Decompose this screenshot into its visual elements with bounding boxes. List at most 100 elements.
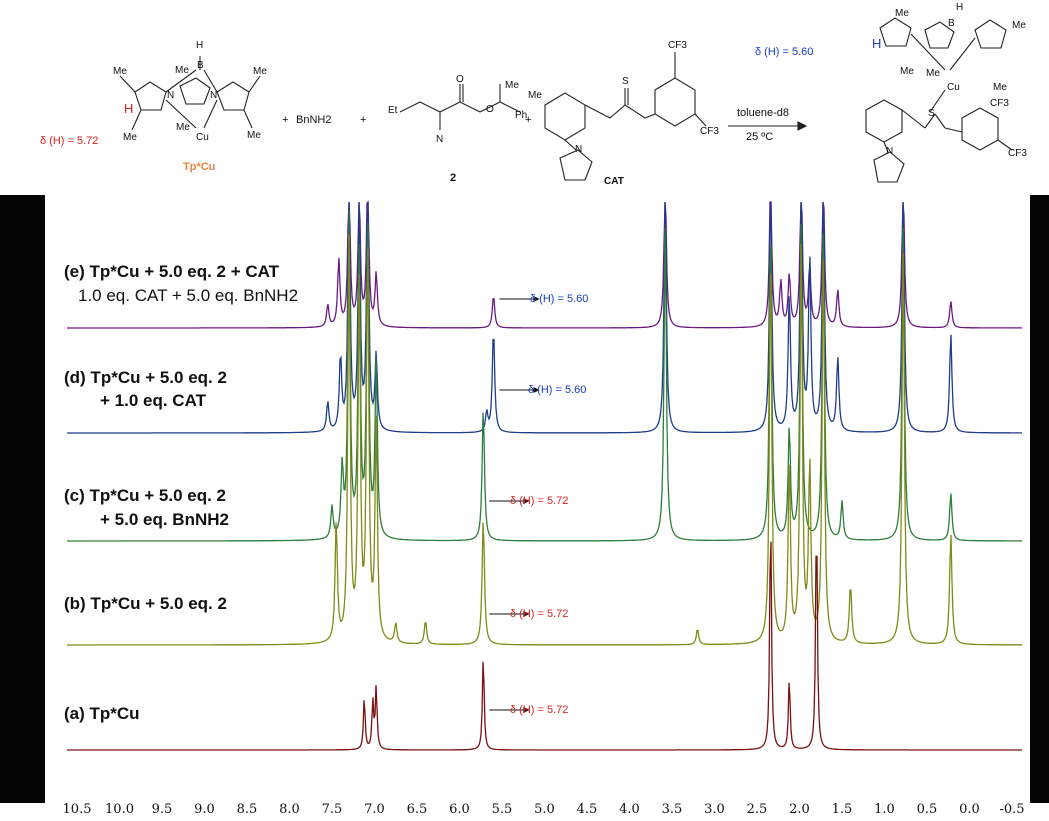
atom-me-p3: Me	[900, 66, 914, 77]
x-tick-label: 7.0	[364, 802, 385, 817]
x-tick-label: 9.0	[194, 802, 215, 817]
x-tick-label: 4.0	[619, 802, 640, 817]
peak-annotation-b: δ (H) = 5.72	[510, 608, 569, 620]
x-tick-label: 6.0	[449, 802, 470, 817]
plus-sign-1: +	[282, 114, 289, 126]
reactant-catalyst-name: Tp*Cu	[183, 161, 216, 173]
trace-label-d: (d) Tp*Cu + 5.0 eq. 2	[64, 368, 227, 387]
atom-me-7: Me	[505, 80, 519, 91]
trace-label-e: (e) Tp*Cu + 5.0 eq. 2 + CAT	[64, 262, 280, 281]
atom-o-1: O	[456, 74, 464, 85]
atom-b-p: B	[948, 18, 955, 29]
atom-me-p1: Me	[895, 8, 909, 19]
catalyst-label: CAT	[604, 176, 624, 187]
conditions-solvent: toluene-d8	[737, 107, 789, 119]
pyrrolidine-ring	[559, 149, 593, 181]
x-tick-label: 1.0	[874, 802, 895, 817]
diazo-backbone	[399, 101, 481, 113]
atom-me-6: Me	[247, 130, 261, 141]
annotation-arrow-head-b	[523, 611, 530, 617]
atom-ph: Ph	[515, 110, 528, 121]
atom-cf3-p1: CF3	[990, 98, 1009, 109]
trace-sublabel-e: 1.0 eq. CAT + 5.0 eq. BnNH2	[78, 286, 299, 305]
atom-me-p4: Me	[926, 68, 940, 79]
x-tick-label: 0.0	[959, 802, 980, 817]
right-border-bar	[1030, 195, 1049, 803]
x-tick-label: 5.5	[491, 802, 513, 817]
atom-n-diazo: N	[436, 134, 444, 145]
annotation-arrow-head-a	[523, 707, 530, 713]
reaction-scheme-structures	[119, 17, 1013, 183]
spectra-layer	[67, 200, 1022, 751]
product-aryl-ring	[961, 107, 999, 151]
peak-annotation-d: δ (H) = 5.60	[528, 384, 587, 396]
atom-cu-p: Cu	[947, 82, 960, 93]
atom-o-2: O	[486, 104, 494, 115]
atom-me-3: Me	[253, 66, 267, 77]
atom-s-p: S	[928, 108, 935, 119]
atom-me-5: Me	[176, 122, 190, 133]
spectrum-trace-a	[67, 541, 1022, 751]
product-pyrazole-right	[974, 19, 1007, 49]
atom-s-1: S	[622, 76, 629, 87]
atom-me-1: Me	[113, 66, 127, 77]
x-tick-label: 5.0	[534, 802, 555, 817]
arrows-layer	[489, 296, 540, 713]
x-tick-label: 6.5	[406, 802, 428, 817]
atom-me-p2: Me	[1012, 20, 1026, 31]
atom-me-8: Me	[528, 90, 542, 101]
atom-me-4: Me	[123, 132, 137, 143]
reactant-shift-label: δ (H) = 5.72	[40, 135, 99, 147]
cyclohexane-ring	[544, 92, 586, 141]
atom-cf3-p2: CF3	[1008, 148, 1027, 159]
atom-me-2: Me	[175, 65, 189, 76]
peak-annotation-a: δ (H) = 5.72	[510, 704, 569, 716]
x-tick-label: 10.0	[105, 802, 134, 817]
product-pyrazole-mid	[924, 21, 955, 49]
diazo-compound-label: 2	[450, 172, 457, 184]
pyrazole-ring-mid	[179, 77, 211, 105]
atom-n-1: N	[167, 90, 175, 101]
plus-sign-2: +	[360, 114, 367, 126]
conditions-temperature: 25 ºC	[746, 131, 774, 143]
trace-label-c: (c) Tp*Cu + 5.0 eq. 2	[64, 486, 227, 505]
spectrum-trace-e	[67, 200, 1022, 329]
x-tick-label: 8.5	[236, 802, 258, 817]
x-tick-label: 3.5	[661, 802, 683, 817]
atom-h-product-highlight: H	[872, 36, 882, 51]
trace-label-b: (b) Tp*Cu + 5.0 eq. 2	[64, 594, 227, 613]
trace-sublabel-d: + 1.0 eq. CAT	[100, 391, 206, 410]
spectrum-trace-c	[67, 210, 1022, 542]
x-tick-label: 4.5	[576, 802, 598, 817]
peak-annotation-e: δ (H) = 5.60	[530, 293, 589, 305]
amine-reagent: BnNH2	[296, 114, 332, 126]
annotation-arrow-head-c	[523, 498, 530, 504]
annotation-arrow-head-d	[533, 387, 540, 393]
atom-b: B	[197, 60, 204, 71]
product-pyrazole-left	[879, 17, 912, 47]
atom-n-p: N	[886, 146, 894, 157]
x-tick-label: 2.0	[789, 802, 810, 817]
atom-cf3-2: CF3	[700, 126, 719, 137]
atom-me-p5: Me	[993, 82, 1007, 93]
spectrum-trace-b	[67, 234, 1022, 646]
x-tick-label: -0.5	[999, 802, 1025, 817]
atom-n-2: N	[210, 90, 218, 101]
x-tick-label: 3.0	[704, 802, 725, 817]
atom-h-boron: H	[196, 40, 204, 51]
pyrazole-ring-right	[216, 81, 250, 111]
trace-sublabel-c: + 5.0 eq. BnNH2	[100, 510, 229, 529]
x-tick-label: 10.5	[62, 802, 92, 817]
x-tick-label: 0.5	[916, 802, 938, 817]
x-tick-label: 2.5	[746, 802, 768, 817]
atom-h-p: H	[956, 2, 964, 13]
pyrazole-ring-left	[134, 81, 167, 111]
spectrum-trace-d	[67, 201, 1022, 434]
plus-sign-3: +	[525, 114, 532, 126]
trace-label-a: (a) Tp*Cu	[64, 704, 140, 723]
x-tick-label: 8.0	[279, 802, 300, 817]
x-tick-label: 1.5	[831, 802, 853, 817]
product-pyrrolidine-ring	[873, 151, 905, 183]
atom-cu: Cu	[196, 132, 209, 143]
